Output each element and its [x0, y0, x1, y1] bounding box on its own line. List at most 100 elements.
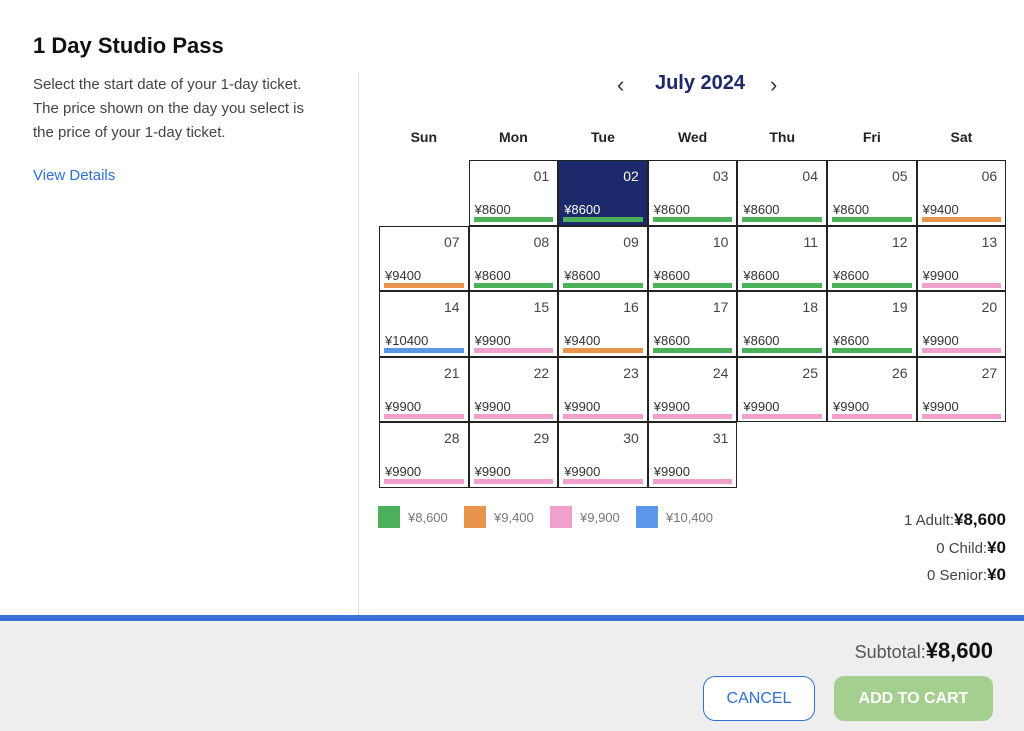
day-number: 30	[623, 430, 639, 446]
price-bar	[473, 348, 554, 353]
price-bar	[384, 479, 464, 484]
day-number: 26	[892, 364, 908, 381]
summary-row: 1 Adult:¥8,600	[904, 510, 1006, 530]
price-bar	[384, 348, 464, 353]
day-cell[interactable]: 17 ¥8600	[647, 291, 738, 357]
price-bar	[652, 413, 733, 419]
day-price: ¥8600	[564, 267, 601, 283]
day-cell[interactable]: 26 ¥9900	[827, 356, 917, 422]
day-cell[interactable]: 02 ¥8600	[558, 160, 648, 226]
price-bar	[742, 282, 822, 288]
price-bar	[742, 413, 822, 419]
day-price: ¥8600	[564, 202, 601, 217]
day-cell[interactable]: 14 ¥10400	[379, 291, 469, 357]
day-number: 16	[623, 299, 639, 315]
day-cell[interactable]: 29 ¥9900	[468, 422, 559, 488]
day-price: ¥9900	[653, 464, 690, 479]
day-number: 28	[444, 430, 460, 446]
day-price: ¥8600	[743, 267, 780, 283]
day-cell[interactable]: 10 ¥8600	[647, 225, 738, 291]
day-price: ¥9900	[922, 267, 959, 283]
legend-swatch	[636, 506, 658, 528]
day-number: 08	[533, 233, 550, 250]
day-cell[interactable]: 07 ¥9400	[379, 225, 469, 291]
price-bar	[742, 217, 822, 222]
day-cell[interactable]: 22 ¥9900	[468, 356, 559, 422]
description-line: Select the start date of your 1-day tick…	[33, 76, 302, 93]
prev-month[interactable]: ‹	[617, 72, 625, 97]
day-price: ¥9400	[564, 333, 601, 348]
day-price: ¥8600	[743, 202, 780, 217]
day-price: ¥8600	[833, 267, 870, 283]
day-price: ¥8600	[653, 202, 690, 217]
day-price: ¥9900	[564, 398, 601, 414]
day-price: ¥9900	[474, 398, 511, 414]
day-price: ¥9900	[474, 464, 511, 479]
day-price: ¥8600	[653, 333, 690, 348]
price-bar	[384, 282, 464, 288]
day-number: 23	[623, 364, 639, 381]
day-cell[interactable]: 08 ¥8600	[468, 225, 559, 291]
day-number: 27	[981, 364, 998, 381]
weekday: Tue	[591, 129, 615, 145]
price-bar	[473, 217, 554, 222]
subtotal-value: ¥8,600	[925, 638, 993, 663]
divider	[358, 72, 359, 615]
day-cell[interactable]: 21 ¥9900	[379, 356, 469, 422]
day-number: 21	[444, 364, 460, 381]
day-price: ¥9900	[922, 333, 959, 348]
day-cell[interactable]: 15 ¥9900	[468, 291, 559, 357]
day-cell[interactable]: 09 ¥8600	[558, 225, 648, 291]
day-number: 20	[981, 299, 998, 315]
day-cell[interactable]: 18 ¥8600	[737, 291, 827, 357]
cancel-button[interactable]: CANCEL	[703, 676, 815, 721]
day-cell[interactable]: 27 ¥9900	[916, 356, 1007, 422]
day-number: 12	[892, 233, 908, 250]
view-details-link[interactable]: View Details	[33, 167, 116, 184]
day-cell[interactable]: 19 ¥8600	[827, 291, 917, 357]
add-to-cart-button[interactable]: ADD TO CART	[834, 676, 993, 721]
day-number: 10	[712, 233, 729, 250]
price-bar	[921, 413, 1002, 419]
day-cell[interactable]: 31 ¥9900	[647, 422, 738, 488]
day-price: ¥9900	[743, 398, 780, 414]
day-cell[interactable]: 16 ¥9400	[558, 291, 648, 357]
day-cell[interactable]: 23 ¥9900	[558, 356, 648, 422]
day-number: 11	[803, 233, 818, 250]
day-price: ¥8600	[833, 202, 870, 217]
weekday: Sat	[950, 129, 973, 145]
day-cell[interactable]: 13 ¥9900	[916, 225, 1007, 291]
day-cell[interactable]: 06 ¥9400	[916, 160, 1007, 226]
day-price: ¥8600	[833, 333, 870, 348]
day-number: 09	[623, 233, 639, 250]
day-price: ¥9900	[385, 398, 422, 414]
price-bar	[832, 282, 912, 288]
day-number: 05	[892, 168, 908, 184]
next-month[interactable]: ›	[770, 72, 778, 97]
price-bar	[921, 217, 1002, 222]
day-cell[interactable]: 11 ¥8600	[737, 225, 827, 291]
price-bar	[832, 217, 912, 222]
summary-price: ¥0	[987, 565, 1006, 584]
day-cell[interactable]: 04 ¥8600	[737, 160, 827, 226]
price-bar	[652, 479, 733, 484]
day-cell[interactable]: 03 ¥8600	[647, 160, 738, 226]
day-cell[interactable]: 28 ¥9900	[379, 422, 469, 488]
legend-swatch	[378, 506, 400, 528]
day-price: ¥9900	[653, 398, 690, 414]
price-bar	[473, 282, 554, 288]
day-number: 17	[712, 299, 729, 315]
day-cell[interactable]: 01 ¥8600	[468, 160, 559, 226]
day-cell[interactable]: 12 ¥8600	[827, 225, 917, 291]
legend-label: ¥9,400	[494, 510, 534, 525]
day-number: 19	[892, 299, 908, 315]
footer-border	[0, 615, 1024, 621]
day-cell[interactable]: 20 ¥9900	[916, 291, 1007, 357]
day-cell[interactable]: 05 ¥8600	[827, 160, 917, 226]
weekday: Fri	[862, 129, 881, 145]
day-cell[interactable]: 24 ¥9900	[647, 356, 738, 422]
price-bar	[563, 479, 643, 484]
day-cell[interactable]: 30 ¥9900	[558, 422, 648, 488]
subtotal-label: Subtotal:	[854, 642, 926, 662]
day-cell[interactable]: 25 ¥9900	[737, 356, 827, 422]
